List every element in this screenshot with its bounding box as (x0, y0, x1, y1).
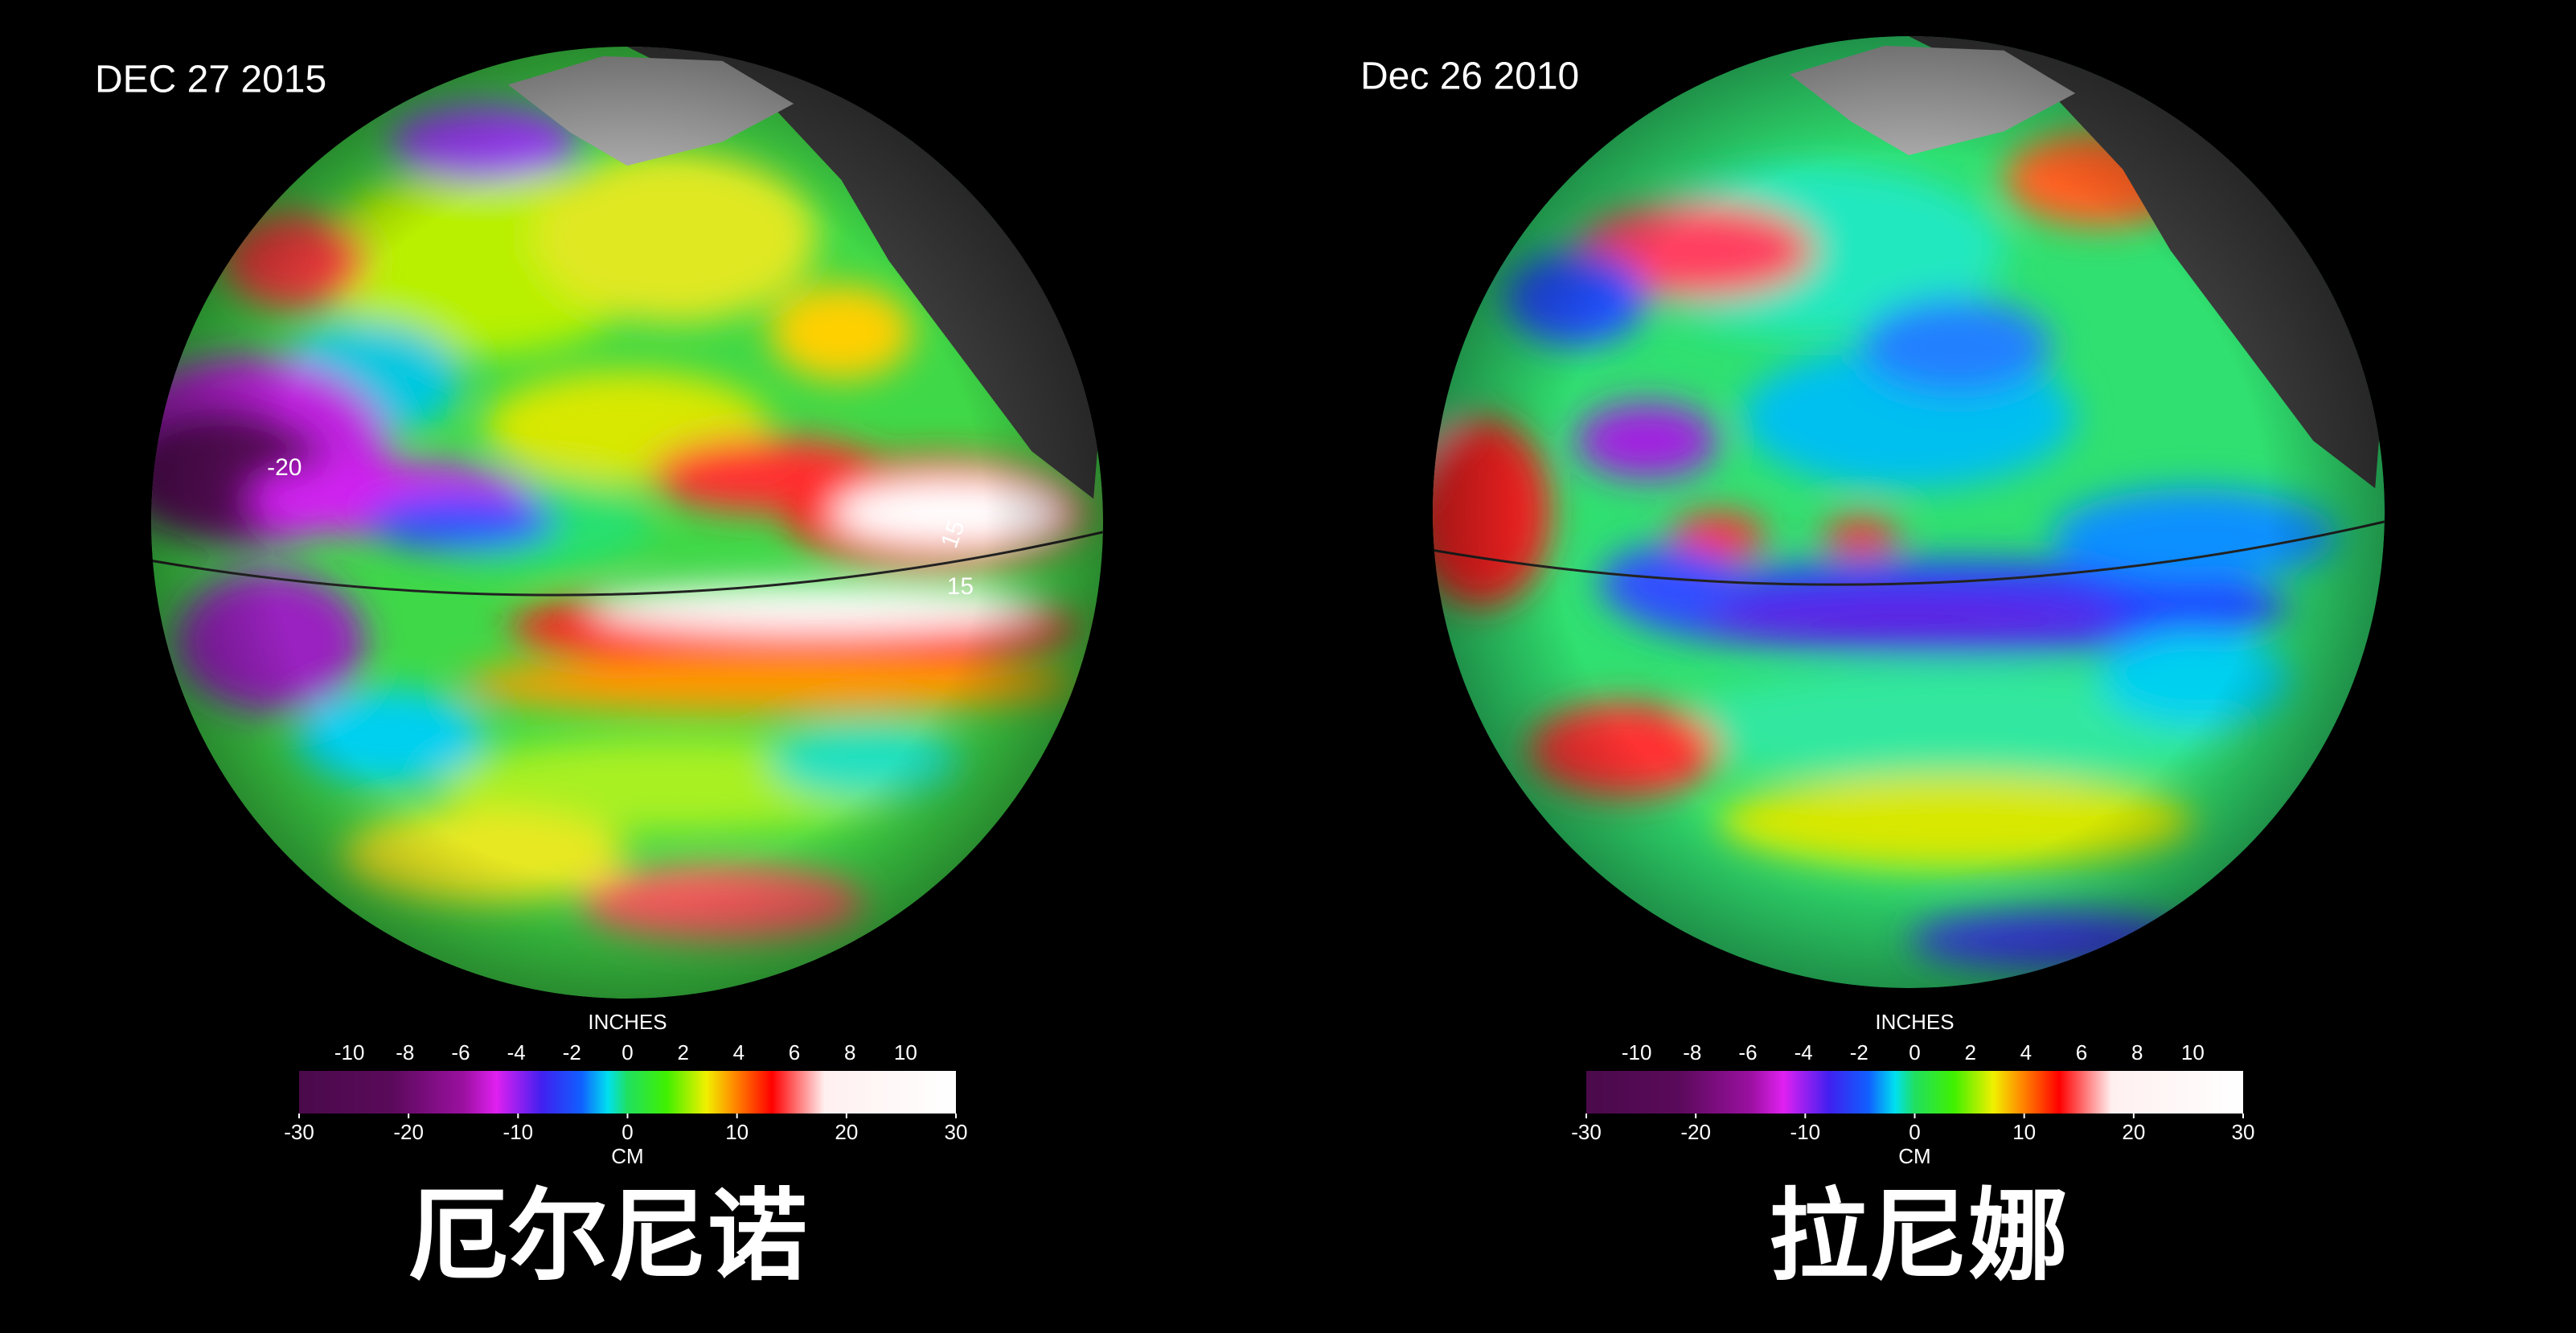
colorbar (1586, 1071, 2243, 1114)
colorbar-top-label: INCHES (1875, 1010, 1954, 1034)
inch-tick-label: 8 (2131, 1040, 2143, 1064)
inch-tick-label: 6 (789, 1040, 800, 1064)
inch-tick-label: -10 (1622, 1040, 1652, 1064)
inch-tick-label: 6 (2076, 1040, 2087, 1064)
cm-tick-label: 30 (2232, 1120, 2255, 1144)
cm-tick-label: -20 (393, 1120, 424, 1144)
panel-title: 拉尼娜 (1769, 1181, 2068, 1292)
colorbar (299, 1071, 956, 1114)
colorbar-top-label: INCHES (588, 1010, 667, 1034)
cm-tick-label: -30 (284, 1120, 314, 1144)
inch-tick-label: -2 (563, 1040, 581, 1064)
globe (1433, 36, 2385, 988)
inch-tick-label: 4 (2020, 1040, 2032, 1064)
cm-tick-label: 30 (945, 1120, 968, 1144)
cm-tick-label: 10 (2012, 1120, 2036, 1144)
inch-tick-label: -10 (334, 1040, 365, 1064)
inch-tick-label: -8 (1683, 1040, 1701, 1064)
cm-tick-label: -20 (1680, 1120, 1711, 1144)
colorbar-bottom-label: CM (1898, 1144, 1930, 1168)
cm-tick-label: 0 (1909, 1120, 1920, 1144)
inch-tick-label: -6 (451, 1040, 470, 1064)
limb-shade (151, 47, 1103, 999)
inch-tick-label: 0 (621, 1040, 633, 1064)
limb-shade (1433, 36, 2385, 988)
cm-tick-label: 10 (725, 1120, 749, 1144)
cm-tick-label: -30 (1571, 1120, 1602, 1144)
inch-tick-label: -4 (1795, 1040, 1813, 1064)
contour-label: -20 (267, 454, 301, 481)
cm-tick-label: -10 (1790, 1120, 1821, 1144)
inch-tick-label: -6 (1738, 1040, 1757, 1064)
inch-tick-label: -2 (1850, 1040, 1868, 1064)
cm-tick-label: 20 (835, 1120, 858, 1144)
inch-tick-label: -8 (396, 1040, 414, 1064)
contour-label: 15 (947, 573, 974, 600)
globe (151, 47, 1103, 999)
cm-tick-label: 0 (621, 1120, 633, 1144)
colorbar-bottom-label: CM (611, 1144, 643, 1168)
panel-title: 厄尔尼诺 (408, 1181, 807, 1292)
inch-tick-label: -4 (507, 1040, 526, 1064)
inch-tick-label: 0 (1909, 1040, 1920, 1064)
inch-tick-label: 10 (2181, 1040, 2205, 1064)
inch-tick-label: 2 (677, 1040, 688, 1064)
date-label: DEC 27 2015 (95, 59, 326, 101)
inch-tick-label: 10 (894, 1040, 917, 1064)
cm-tick-label: -10 (503, 1120, 534, 1144)
inch-tick-label: 2 (1964, 1040, 1975, 1064)
date-label: Dec 26 2010 (1360, 55, 1579, 98)
inch-tick-label: 4 (733, 1040, 744, 1064)
cm-tick-label: 20 (2122, 1120, 2145, 1144)
inch-tick-label: 8 (844, 1040, 855, 1064)
